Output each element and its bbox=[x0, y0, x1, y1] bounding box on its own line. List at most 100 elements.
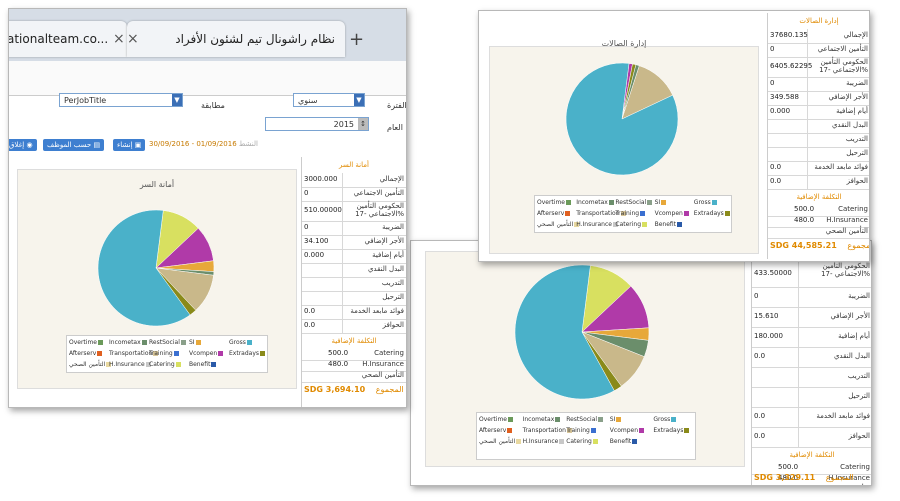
total-amount: SDG 3,694.10 bbox=[304, 385, 366, 394]
close-icon[interactable]: × bbox=[127, 31, 139, 47]
tab-1-close-icon[interactable]: × bbox=[113, 31, 125, 47]
new-tab-icon[interactable]: + bbox=[349, 29, 365, 50]
legend-label: RestSocial bbox=[566, 416, 598, 423]
legend-item: Training bbox=[566, 427, 597, 434]
summary-label: الأجر الإضافي bbox=[364, 237, 404, 245]
summary-label: فوائد مابعد الخدمة bbox=[350, 307, 404, 315]
extra-label: التأمين الصحي bbox=[828, 485, 870, 486]
summary-value: 433.50000 bbox=[754, 269, 792, 277]
legend-swatch bbox=[565, 211, 571, 216]
summary-value: 0 bbox=[754, 292, 759, 300]
close-button-label: إغلاق bbox=[9, 141, 25, 149]
legend-item: H.Insurance bbox=[576, 221, 619, 228]
summary-row: 0.000 أيام إضافية bbox=[768, 105, 869, 120]
legend-label: Overtime bbox=[479, 416, 507, 423]
total-label: المجموع bbox=[823, 473, 854, 482]
summary-value: 180.000 bbox=[754, 332, 783, 340]
legend-swatch bbox=[677, 222, 683, 227]
summary-row: 0 التأمين الاجتماعي bbox=[302, 187, 406, 202]
section-title: إدارة الصالات bbox=[799, 17, 839, 25]
legend-item: SI bbox=[189, 339, 202, 346]
summary-value: 34.100 bbox=[304, 237, 329, 245]
legend-swatch bbox=[684, 428, 690, 433]
extra-label: Catering bbox=[838, 205, 868, 213]
summary-value: 0.000 bbox=[770, 107, 791, 115]
total-amount: SDG 3,329.11 bbox=[754, 473, 816, 482]
tab-1[interactable]: ationalteam.co... bbox=[8, 21, 127, 57]
legend-item: Vcompen bbox=[189, 350, 224, 357]
legend-swatch bbox=[195, 340, 201, 345]
legend-item: Gross bbox=[229, 339, 253, 346]
chevron-down-icon[interactable]: ▼ bbox=[172, 94, 182, 106]
pie-slice-gross[interactable] bbox=[514, 264, 615, 400]
extra-value: 480.0 bbox=[794, 216, 815, 224]
section-title: أمانة السر bbox=[339, 161, 369, 169]
extra-row: التأمين الصحي bbox=[768, 227, 869, 239]
create-button[interactable]: إنشاء ▣ bbox=[113, 139, 146, 151]
legend-swatch bbox=[724, 211, 730, 216]
summary-row: الترحيل bbox=[752, 387, 871, 408]
legend-swatch bbox=[608, 200, 614, 205]
extra-label: Catering bbox=[840, 463, 870, 471]
bottom-right-window: Overtime Incometax RestSocial SI Gross Afters… bbox=[410, 240, 872, 486]
extra-value: 500.0 bbox=[328, 349, 349, 357]
legend-swatch bbox=[616, 417, 622, 422]
legend-item: التأمين الصحي bbox=[69, 361, 112, 368]
legend-swatch bbox=[711, 200, 717, 205]
extra-row: 500.0 Catering bbox=[768, 205, 869, 217]
extra-row: 480.0 H.Insurance bbox=[752, 474, 871, 485]
summary-value: 0.0 bbox=[770, 163, 782, 171]
pie-slice-gross[interactable] bbox=[565, 62, 679, 176]
legend-label: Benefit bbox=[609, 438, 632, 445]
summary-label: أيام إضافية bbox=[836, 107, 868, 115]
summary-label: الضريبة bbox=[848, 292, 870, 300]
summary-value: 0.0 bbox=[754, 352, 766, 360]
legend-item: Benefit bbox=[189, 361, 217, 368]
tab-2[interactable]: × نظام راشونال تيم لشئون الأفراد bbox=[127, 21, 345, 57]
legend-swatch bbox=[145, 362, 151, 367]
stepper-icon[interactable]: ↕ bbox=[358, 118, 368, 130]
extra-row: 500.0 Catering bbox=[302, 349, 406, 361]
pie-slice-gross[interactable] bbox=[97, 209, 191, 327]
summary-value: 37680.135 bbox=[770, 31, 808, 39]
summary-row: 433.50000 الحكومي التأمين الاجتماعي -17% bbox=[752, 261, 871, 288]
period-select[interactable]: سنوي ▼ bbox=[293, 93, 365, 107]
chevron-down-icon[interactable]: ▼ bbox=[354, 94, 364, 106]
summary-value: 0 bbox=[770, 79, 775, 87]
summary-label: الضريبة bbox=[382, 223, 404, 231]
legend-label: Afterserv bbox=[537, 210, 565, 217]
legend-swatch bbox=[642, 222, 648, 227]
legend-label: Overtime bbox=[537, 199, 565, 206]
legend-label: Training bbox=[615, 210, 640, 217]
legend-swatch bbox=[180, 340, 186, 345]
legend-item: Extradays bbox=[229, 350, 266, 357]
legend-swatch bbox=[141, 340, 147, 345]
summary-value: 0.0 bbox=[754, 432, 766, 440]
legend-swatch bbox=[566, 200, 571, 205]
legend-label: التأمين الصحي bbox=[479, 438, 516, 445]
tab-1-label: ationalteam.co... bbox=[8, 32, 109, 46]
summary-row: 0.000 أيام إضافية bbox=[302, 249, 406, 264]
year-input[interactable]: 2015 ↕ bbox=[265, 117, 369, 131]
legend-item: Overtime bbox=[537, 199, 572, 206]
summary-label: فوائد مابعد الخدمة bbox=[816, 412, 870, 420]
stage-label: مطابقة bbox=[201, 101, 225, 110]
summary-value: 15.610 bbox=[754, 312, 779, 320]
chart-panel-3: Overtime Incometax RestSocial SI Gross Afters… bbox=[425, 251, 745, 467]
legend-label: Overtime bbox=[69, 339, 97, 346]
by-employee-button[interactable]: حسب الموظف ▤ bbox=[43, 139, 105, 151]
summary-label: البدل النقدي bbox=[831, 121, 868, 129]
close-button[interactable]: إغلاق ◉ bbox=[9, 139, 37, 151]
legend-swatch bbox=[612, 222, 618, 227]
chart-panel-2: إدارة الصالات Overtime Incometax RestSocia… bbox=[489, 39, 759, 254]
stage-value: PerJobTitle bbox=[64, 96, 107, 105]
summary-value: 0 bbox=[304, 223, 309, 231]
summary-label: الإجمالي bbox=[379, 175, 404, 183]
legend-item: RestSocial bbox=[566, 416, 604, 423]
legend-swatch bbox=[639, 428, 645, 433]
summary-label: الحكومي التأمين الاجتماعي -17% bbox=[821, 262, 870, 278]
summary-value: 0 bbox=[770, 45, 775, 53]
legend-swatch bbox=[640, 211, 646, 216]
stage-select[interactable]: PerJobTitle ▼ bbox=[59, 93, 183, 107]
chart-title: أمانة السر bbox=[139, 180, 175, 189]
